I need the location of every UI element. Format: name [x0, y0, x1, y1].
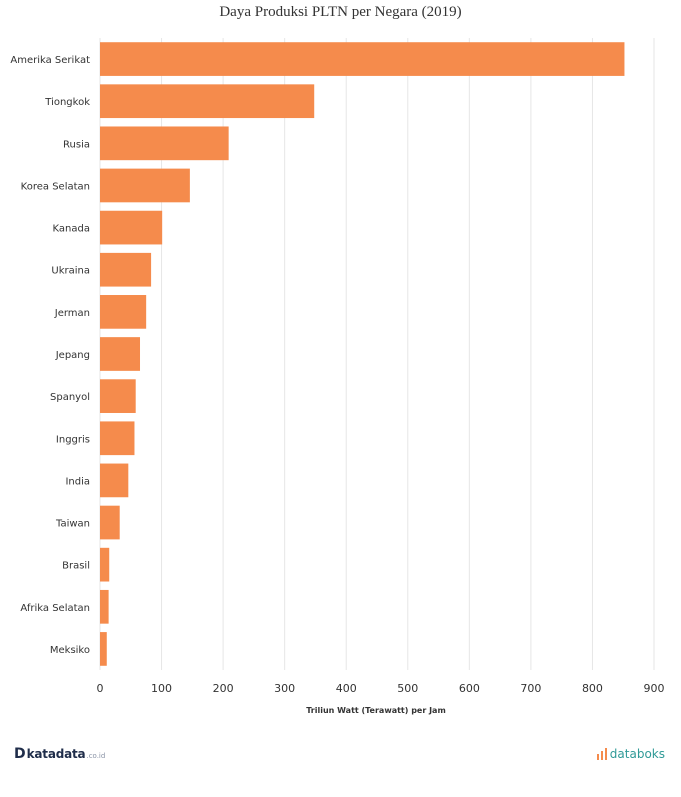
databoks-brand: databoks [609, 747, 665, 761]
bar[interactable] [100, 505, 120, 540]
x-tick-labels: 0 100 200 300 400 500 600 700 800 900 [97, 682, 665, 695]
katadata-logo-mark: D [14, 746, 26, 762]
bar[interactable] [100, 126, 229, 161]
katadata-brand-suffix: .co.id [86, 752, 106, 760]
bar[interactable] [100, 84, 315, 119]
x-tick-label: 300 [274, 682, 295, 695]
x-tick-label: 100 [151, 682, 172, 695]
category-labels: Amerika Serikat Tiongkok Rusia Korea Selata… [10, 55, 90, 656]
category-label: Taiwan [55, 519, 90, 530]
category-label: Ukraina [51, 266, 90, 277]
category-label: Amerika Serikat [10, 55, 90, 66]
x-tick-label: 800 [582, 682, 603, 695]
databoks-logo: databoks [596, 747, 665, 761]
category-label: Tiongkok [44, 97, 90, 108]
chart-title: Daya Produksi PLTN per Negara (2019) [219, 4, 462, 20]
category-label: Rusia [63, 139, 90, 150]
category-label: Kanada [53, 224, 90, 235]
category-label: Brasil [62, 561, 90, 572]
x-tick-label: 600 [459, 682, 480, 695]
category-label: India [65, 476, 90, 487]
katadata-logo: D katadata .co.id [14, 746, 105, 762]
x-tick-label: 900 [644, 682, 665, 695]
bar[interactable] [100, 252, 152, 287]
databoks-bars-icon [596, 748, 607, 760]
category-label: Jerman [54, 308, 90, 319]
category-label: Jepang [55, 350, 90, 361]
category-label: Meksiko [50, 645, 90, 656]
bar[interactable] [100, 42, 625, 76]
bar[interactable] [100, 379, 136, 413]
bar[interactable] [100, 421, 135, 456]
category-label: Spanyol [50, 392, 90, 403]
category-label: Korea Selatan [21, 181, 90, 192]
bar[interactable] [100, 210, 163, 245]
bar[interactable] [100, 295, 147, 329]
x-tick-label: 700 [520, 682, 541, 695]
bar[interactable] [100, 589, 109, 624]
x-tick-label: 400 [336, 682, 357, 695]
bar[interactable] [100, 168, 190, 203]
bar[interactable] [100, 337, 141, 371]
category-label: Inggris [56, 434, 90, 445]
category-label: Afrika Selatan [20, 603, 90, 614]
x-tick-label: 200 [213, 682, 234, 695]
bars [100, 42, 625, 666]
katadata-brand: katadata [26, 747, 86, 761]
x-tick-label: 0 [97, 682, 104, 695]
bar[interactable] [100, 632, 107, 666]
bar[interactable] [100, 547, 110, 582]
x-tick-label: 500 [397, 682, 418, 695]
x-axis-label: Triliun Watt (Terawatt) per Jam [306, 706, 446, 715]
bar[interactable] [100, 463, 129, 498]
